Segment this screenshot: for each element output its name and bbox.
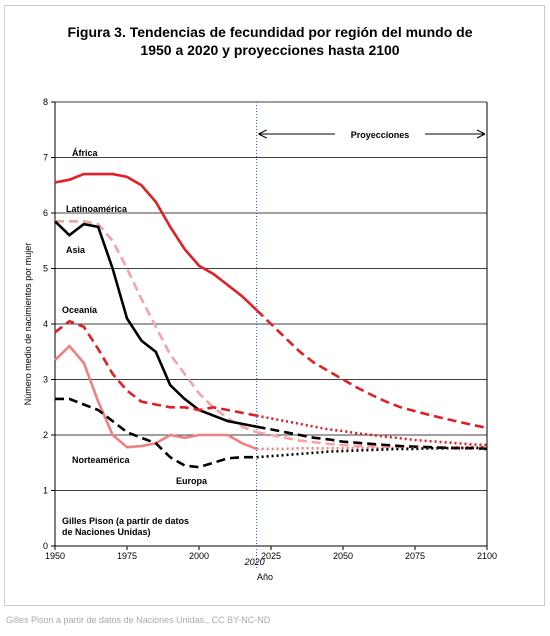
x-axis-label: Año bbox=[257, 572, 273, 582]
projection-label: Proyecciones bbox=[351, 130, 410, 140]
marker-label: 2020 bbox=[244, 557, 265, 567]
caption: Gilles Pison a partir de datos de Nacion… bbox=[6, 615, 271, 625]
y-tick-label: 5 bbox=[43, 264, 48, 274]
y-axis-label: Número medio de nacimientos por mujer bbox=[23, 243, 33, 406]
y-tick-label: 2 bbox=[43, 430, 48, 440]
x-tick-label: 1950 bbox=[45, 551, 65, 561]
projection-line bbox=[255, 309, 488, 430]
x-tick-label: 2050 bbox=[333, 551, 353, 561]
y-tick-label: 3 bbox=[43, 375, 48, 385]
x-tick-label: 2100 bbox=[477, 551, 497, 561]
projection-line bbox=[256, 447, 487, 451]
y-tick-label: 4 bbox=[43, 319, 48, 329]
series-line bbox=[55, 397, 257, 469]
x-tick-label: 1975 bbox=[117, 551, 137, 561]
source-note: de Naciones Unidas) bbox=[62, 527, 151, 537]
chart-title: 1950 a 2020 y proyecciones hasta 2100 bbox=[140, 42, 399, 58]
series-line bbox=[54, 220, 257, 428]
x-tick-label: 2000 bbox=[189, 551, 209, 561]
series-label: África bbox=[72, 148, 99, 158]
chart-title: Figura 3. Tendencias de fecundidad por r… bbox=[67, 24, 472, 40]
y-tick-label: 7 bbox=[43, 153, 48, 163]
series-line bbox=[55, 220, 258, 434]
series-label: Latinoamérica bbox=[66, 204, 128, 214]
frame bbox=[4, 5, 545, 606]
projection-line bbox=[256, 425, 488, 451]
arrow-head bbox=[258, 129, 486, 139]
x-tick-label: 2025 bbox=[261, 551, 281, 561]
y-tick-label: 8 bbox=[43, 97, 48, 107]
projection-line bbox=[256, 446, 487, 459]
series-line bbox=[54, 319, 257, 417]
projection-line bbox=[256, 414, 488, 447]
x-tick-label: 2075 bbox=[405, 551, 425, 561]
series-line bbox=[54, 172, 258, 312]
series-label: Norteamérica bbox=[72, 455, 131, 465]
y-tick-label: 0 bbox=[43, 541, 48, 551]
y-tick-label: 6 bbox=[43, 208, 48, 218]
series-label: Oceanía bbox=[62, 305, 98, 315]
projection-line bbox=[256, 430, 487, 449]
series-label: Europa bbox=[176, 476, 208, 486]
y-tick-label: 1 bbox=[43, 486, 48, 496]
source-note: Gilles Pison (a partir de datos bbox=[62, 516, 189, 526]
series-label: Asia bbox=[66, 245, 86, 255]
label-bg bbox=[335, 126, 425, 142]
